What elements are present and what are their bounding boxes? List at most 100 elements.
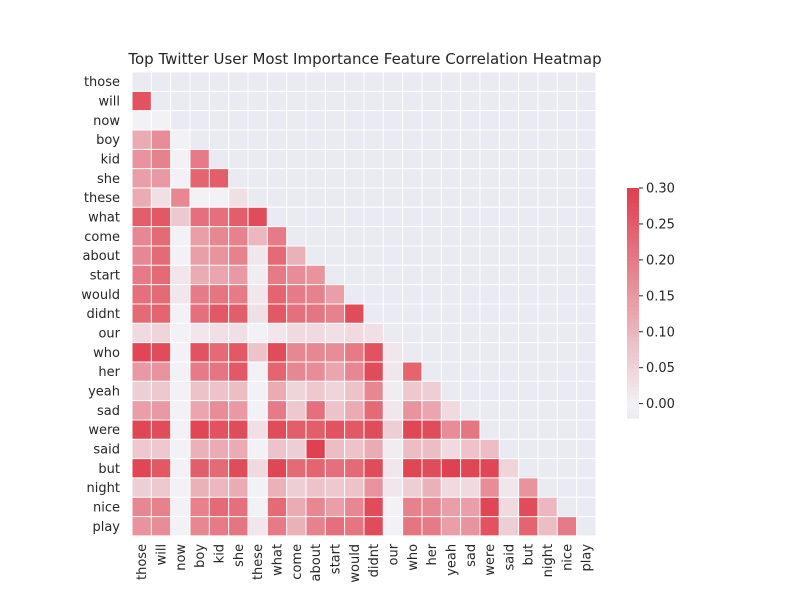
heatmap-cell-play-what <box>267 516 287 536</box>
heatmap-cell-night-said <box>499 477 519 498</box>
heatmap-cell-nice-were <box>479 497 500 517</box>
heatmap-cell-who-she <box>228 342 248 362</box>
heatmap-cell-who-kid <box>209 342 229 362</box>
heatmap-cell-who-start <box>325 342 345 362</box>
heatmap-cell-our-will <box>151 323 171 343</box>
x-tick-label: didnt <box>367 544 382 577</box>
heatmap-cell-these-boy <box>189 187 210 208</box>
heatmap-cell-said-now <box>170 439 190 459</box>
x-tick-label: come <box>290 544 305 580</box>
x-tick-label: but <box>522 544 537 566</box>
heatmap-cell-her-those <box>132 361 152 382</box>
heatmap-cell-would-what <box>267 284 287 304</box>
heatmap-cell-she-boy <box>189 168 210 188</box>
heatmap-cell-she-now <box>170 168 190 188</box>
plot-area <box>131 71 597 537</box>
colorbar-segment <box>627 257 639 262</box>
colorbar-segment <box>627 333 639 339</box>
heatmap-cell-nice-would <box>344 497 364 517</box>
x-tick-label: start <box>328 544 343 574</box>
heatmap-cell-she-those <box>132 168 152 188</box>
heatmap-cell-play-she <box>228 516 248 536</box>
colorbar-segment <box>627 280 639 285</box>
heatmap-cell-about-those <box>132 245 152 266</box>
heatmap-cell-said-would <box>344 439 364 459</box>
heatmap-cell-nice-she <box>228 497 248 517</box>
y-tick-label: nice <box>93 500 120 515</box>
heatmap-cell-what-she <box>228 207 248 227</box>
colorbar-segment <box>627 249 639 254</box>
heatmap-cell-but-now <box>170 458 190 478</box>
heatmap-cell-nice-start <box>325 497 345 517</box>
colorbar-segment <box>627 218 639 224</box>
heatmap-cell-didnt-would <box>344 303 364 324</box>
heatmap-cell-play-our <box>383 516 403 536</box>
y-tick-label: but <box>98 462 120 477</box>
heatmap-cell-sad-boy <box>189 400 210 420</box>
heatmap-cell-night-who <box>402 477 422 498</box>
heatmap-cell-night-sad <box>460 477 480 498</box>
heatmap-cell-didnt-come <box>286 303 306 324</box>
heatmap-cell-sad-now <box>170 400 190 420</box>
colorbar-segment <box>627 203 639 208</box>
heatmap-cell-didnt-start <box>325 303 345 324</box>
heatmap-cell-come-these <box>247 226 268 246</box>
heatmap-cell-kid-now <box>170 149 190 169</box>
heatmap-cell-night-our <box>383 477 403 498</box>
heatmap-cell-our-she <box>228 323 248 343</box>
y-tick-label: were <box>88 423 120 438</box>
heatmap-cell-would-now <box>170 284 190 304</box>
heatmap-cell-boy-will <box>151 129 171 150</box>
heatmap-cell-boy-those <box>132 129 152 150</box>
x-tick-label: kid <box>212 544 227 563</box>
heatmap-cell-her-will <box>151 361 171 382</box>
heatmap-cell-yeah-now <box>170 381 190 401</box>
colorbar-segment <box>627 372 639 377</box>
heatmap-cell-night-but <box>518 477 538 498</box>
y-tick-label: play <box>92 520 120 535</box>
heatmap-cell-would-these <box>247 284 268 304</box>
heatmap-cell-yeah-these <box>247 381 268 401</box>
heatmap-cell-but-start <box>325 458 345 478</box>
heatmap-cell-but-would <box>344 458 364 478</box>
heatmap-cell-night-about <box>305 477 326 498</box>
heatmap-cell-kid-those <box>132 149 152 169</box>
heatmap-cell-said-her <box>421 439 442 459</box>
colorbar-segment <box>627 241 639 247</box>
colorbar-segment <box>627 341 639 346</box>
x-tick-label: nice <box>560 544 575 571</box>
heatmap-cell-were-our <box>383 419 403 440</box>
colorbar-segment <box>627 368 639 373</box>
heatmap-cell-her-come <box>286 361 306 382</box>
colorbar-segment <box>627 276 639 281</box>
heatmap-cell-play-now <box>170 516 190 536</box>
heatmap-cell-her-she <box>228 361 248 382</box>
heatmap-cell-didnt-kid <box>209 303 229 324</box>
heatmap-cell-play-said <box>499 516 519 536</box>
heatmap-cell-play-will <box>151 516 171 536</box>
heatmap-cell-yeah-she <box>228 381 248 401</box>
heatmap-cell-about-these <box>247 245 268 266</box>
heatmap-cell-but-yeah <box>441 458 461 478</box>
colorbar-segment <box>627 402 639 408</box>
heatmap-cell-she-kid <box>209 168 229 188</box>
colorbar-segment <box>627 395 639 400</box>
heatmap-cell-but-our <box>383 458 403 478</box>
heatmap-cell-our-now <box>170 323 190 343</box>
colorbar-segment <box>627 237 639 243</box>
heatmap-cell-were-start <box>325 419 345 440</box>
heatmap-cell-come-will <box>151 226 171 246</box>
heatmap-cell-were-will <box>151 419 171 440</box>
heatmap-cell-were-didnt <box>363 419 384 440</box>
heatmap-cell-who-boy <box>189 342 210 362</box>
x-tick-label: those <box>135 544 150 580</box>
heatmap-cell-her-what <box>267 361 287 382</box>
colorbar-segment <box>627 199 639 204</box>
y-tick-label: about <box>82 249 120 264</box>
heatmap-cell-play-these <box>247 516 268 536</box>
y-tick-label: those <box>84 75 120 90</box>
colorbar-segment <box>627 283 639 289</box>
y-tick-label: she <box>97 172 120 187</box>
heatmap-cell-night-start <box>325 477 345 498</box>
heatmap-cell-now-those <box>132 110 152 130</box>
